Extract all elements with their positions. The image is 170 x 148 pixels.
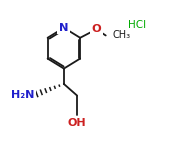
Text: N: N <box>59 23 69 33</box>
Text: OH: OH <box>68 118 86 128</box>
Text: HCl: HCl <box>129 20 147 30</box>
Text: H₂N: H₂N <box>11 90 34 100</box>
Text: CH₃: CH₃ <box>113 30 131 40</box>
Text: O: O <box>92 24 101 34</box>
